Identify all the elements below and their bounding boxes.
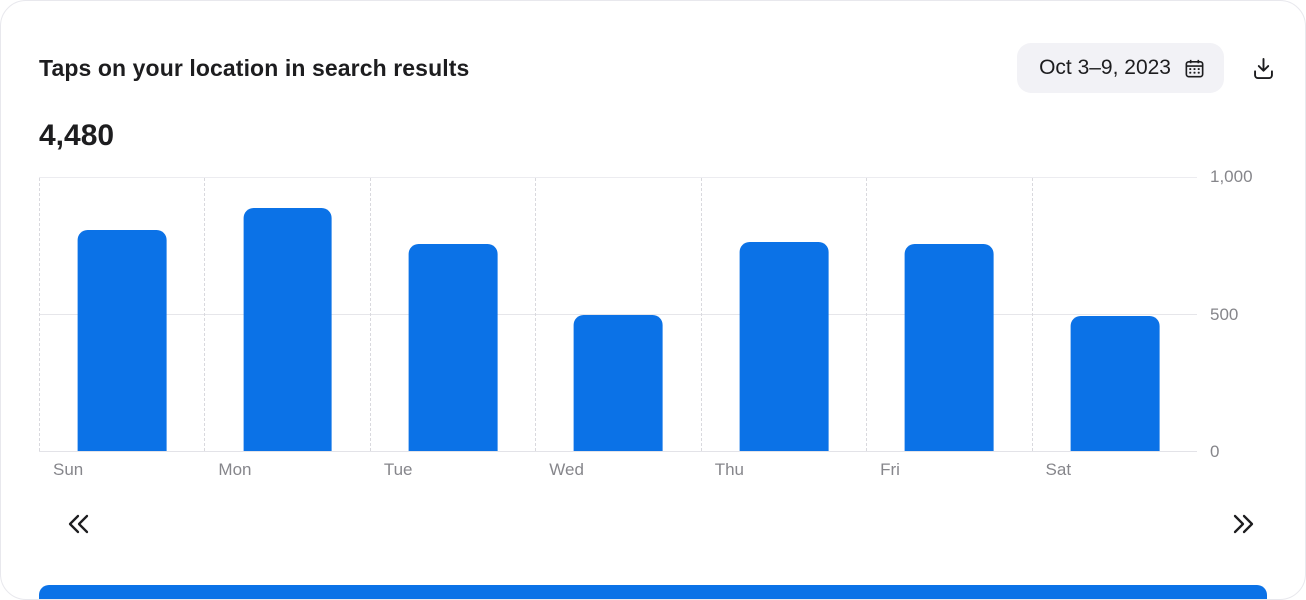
bar-mon[interactable] bbox=[243, 208, 333, 451]
x-tick-label-thu: Thu bbox=[714, 460, 744, 479]
chart-plot: Sun Mon Tue Wed Thu Fri Sat bbox=[39, 177, 1197, 479]
chart-column-tue: Tue bbox=[369, 178, 535, 479]
y-axis: 0 500 1,000 bbox=[1210, 167, 1280, 461]
x-tick-label-fri: Fri bbox=[880, 460, 900, 479]
chart-column-mon: Mon bbox=[204, 178, 369, 479]
previous-week-button[interactable] bbox=[59, 504, 99, 544]
x-tick-label-tue: Tue bbox=[383, 460, 413, 479]
date-range-label: Oct 3–9, 2023 bbox=[1039, 56, 1171, 79]
chart-pagination bbox=[39, 504, 1281, 544]
chart-column-wed: Wed bbox=[535, 178, 700, 479]
bar-sun[interactable] bbox=[77, 229, 167, 451]
header-actions: Oct 3–9, 2023 bbox=[1017, 43, 1281, 93]
card-header: Taps on your location in search results … bbox=[39, 43, 1281, 93]
bar-fri[interactable] bbox=[904, 243, 994, 451]
bar-thu[interactable] bbox=[739, 242, 829, 451]
chart-column-sun: Sun bbox=[39, 178, 204, 479]
y-tick-label-1000: 1,000 bbox=[1210, 167, 1253, 186]
double-chevron-left-icon bbox=[63, 508, 95, 540]
y-tick-label-500: 500 bbox=[1210, 304, 1239, 324]
total-count: 4,480 bbox=[39, 119, 115, 152]
x-tick-label-sun: Sun bbox=[53, 460, 84, 479]
bar-chart: Sun Mon Tue Wed Thu Fri Sat 0 500 1,000 bbox=[39, 167, 1253, 479]
y-tick-label-0: 0 bbox=[1210, 442, 1220, 461]
x-tick-label-mon: Mon bbox=[218, 460, 252, 479]
page-title: Taps on your location in search results bbox=[39, 54, 470, 81]
bottom-partial-element[interactable] bbox=[39, 585, 1267, 599]
next-week-button[interactable] bbox=[1223, 504, 1263, 544]
calendar-icon bbox=[1183, 57, 1206, 80]
chart-column-fri: Fri bbox=[866, 178, 1031, 479]
x-tick-label-sat: Sat bbox=[1045, 460, 1072, 479]
bar-wed[interactable] bbox=[574, 314, 663, 451]
x-tick-label-wed: Wed bbox=[549, 460, 584, 479]
download-icon bbox=[1250, 55, 1277, 82]
chart-column-thu: Thu bbox=[700, 178, 866, 479]
date-range-picker[interactable]: Oct 3–9, 2023 bbox=[1017, 43, 1224, 93]
gridline-500 bbox=[39, 313, 1197, 315]
download-button[interactable] bbox=[1246, 51, 1281, 86]
double-chevron-right-icon bbox=[1227, 508, 1259, 540]
chart-column-sat: Sat bbox=[1031, 178, 1197, 479]
bar-sat[interactable] bbox=[1070, 315, 1160, 451]
bar-tue[interactable] bbox=[408, 243, 498, 451]
